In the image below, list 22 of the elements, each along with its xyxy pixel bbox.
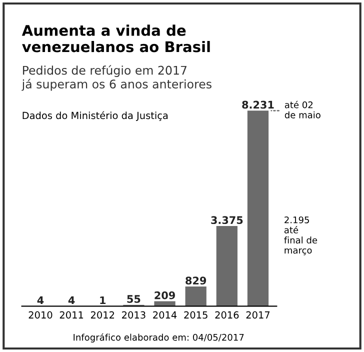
data-label: 8.231 [242, 100, 274, 109]
x-tick-label: 2012 [90, 311, 114, 319]
annotation: Dados do Ministério da Justiça [22, 111, 168, 121]
text: Infográfico elaborado em: 04/05/2017 [74, 333, 244, 342]
chart-title: Aumenta a vinda de venezuelanos ao Brasil [22, 24, 210, 52]
data-label: 4 [37, 296, 44, 304]
data-label: 4 [68, 296, 75, 304]
chart-subtitle: Pedidos de refúgio em 2017 já superam os 6 anos anteriores [22, 65, 212, 91]
x-tick-label: 2014 [153, 311, 177, 319]
x-tick-label: 2017 [246, 311, 270, 319]
x-tick-label: 2010 [28, 311, 52, 319]
x-tick-label: 2015 [184, 311, 208, 319]
data-label: 1 [100, 296, 106, 304]
data-label: 3.375 [211, 216, 243, 224]
x-tick-label: 2016 [215, 311, 239, 319]
x-tick-label: 2011 [60, 311, 84, 319]
annotation: até 02 de maio [284, 100, 320, 118]
text: 2.195 até final de março [284, 216, 318, 256]
data-label: 55 [127, 295, 140, 303]
data-label: 209 [154, 291, 175, 300]
data-label: 829 [186, 276, 206, 285]
x-tick-label: 2013 [122, 311, 146, 319]
